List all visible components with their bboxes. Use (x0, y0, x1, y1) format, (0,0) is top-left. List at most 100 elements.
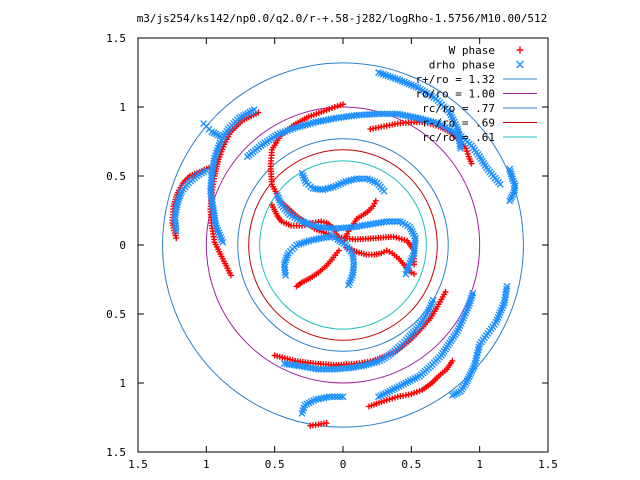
drho-phase-point (391, 218, 399, 226)
drho-phase-point (339, 393, 347, 401)
drho-phase-point (208, 171, 216, 179)
y-tick-label: 0.5 (106, 170, 126, 183)
w-phase-point (329, 105, 336, 112)
legend-label: r+/ro = 1.32 (416, 73, 495, 86)
w-phase-point (293, 283, 300, 290)
drho-phase-point (402, 270, 410, 278)
drho-phase-point (336, 365, 344, 373)
w-phase-point (386, 396, 393, 403)
x-tick-label: 1 (203, 458, 210, 471)
legend-marker-sample (516, 60, 524, 69)
x-tick-label: 0 (340, 458, 347, 471)
drho-phase-point (171, 211, 179, 219)
w-phase-point (268, 201, 275, 208)
w-phase-point (326, 106, 333, 113)
drho-phase-point (361, 175, 369, 183)
x-tick-label: 0.5 (401, 458, 421, 471)
x-tick-label: 1.5 (538, 458, 558, 471)
drho-phase-point (429, 296, 437, 304)
drho-phase-point (506, 197, 514, 205)
drho-phase-point (469, 289, 477, 297)
w-phase-point (337, 102, 344, 109)
y-tick-label: 0 (119, 239, 126, 252)
data-points (169, 69, 519, 429)
drho-phase-point (207, 184, 215, 192)
w-phase-point (408, 391, 415, 398)
drho-phase-point (328, 393, 336, 401)
drho-phase-point (510, 186, 518, 194)
drho-phase-point (327, 230, 335, 238)
drho-phase-point (373, 110, 381, 118)
drho-phase-point (410, 247, 418, 255)
w-phase-point (416, 387, 423, 394)
drho-phase-point (376, 110, 384, 118)
drho-phase-point (207, 176, 215, 184)
drho-phase-point (207, 182, 215, 190)
y-tick-label: 1 (119, 101, 126, 114)
drho-phase-point (360, 362, 368, 370)
drho-phase-point (331, 393, 339, 401)
w-phase-point (396, 235, 403, 242)
w-phase-point (372, 197, 379, 204)
reference-circle (248, 149, 438, 341)
drho-phase-point (200, 120, 208, 128)
w-phase-point (449, 357, 456, 364)
drho-phase-point (212, 219, 220, 227)
drho-phase-point (331, 365, 339, 373)
x-tick-label: 1 (476, 458, 483, 471)
drho-phase-point (457, 144, 465, 152)
w-phase-point (411, 261, 418, 268)
y-tick-label: 0.5 (106, 308, 126, 321)
drho-phase-point (503, 282, 511, 290)
drho-phase-point (334, 393, 342, 401)
axis-ticks: 1.5 1 0.5 0 0.5 1 1.51.510.500.511.5 (106, 32, 558, 471)
drho-phase-point (456, 142, 464, 150)
w-phase-point (173, 235, 180, 242)
drho-phase-point (314, 365, 322, 373)
legend-label: drho phase (429, 59, 495, 72)
y-tick-label: 1.5 (106, 446, 126, 459)
w-phase-point (340, 101, 346, 108)
drho-phase-point (378, 110, 386, 118)
drho-phase-point (328, 365, 336, 373)
y-tick-label: 1.5 (106, 32, 126, 45)
drho-phase-point (394, 218, 402, 226)
w-phase-point (463, 145, 469, 152)
drho-phase-point (330, 224, 338, 232)
reference-circle (259, 160, 427, 330)
w-phase-point (442, 288, 449, 295)
legend-label: r-/ro = .69 (422, 117, 495, 130)
drho-phase-point (383, 218, 391, 226)
drho-phase-point (386, 110, 394, 118)
w-phase-point (411, 390, 418, 397)
drho-phase-point (207, 179, 215, 187)
drho-phase-point (334, 365, 342, 373)
w-phase-point (464, 150, 471, 157)
w-phase-point (227, 272, 234, 279)
drho-phase-point (355, 175, 363, 183)
w-phase-point (411, 270, 418, 277)
legend-label: rc/ro = .61 (422, 131, 495, 144)
reference-circle (237, 138, 449, 352)
legend-label: W phase (449, 44, 495, 57)
drho-phase-point (298, 409, 306, 417)
w-phase-point (323, 107, 330, 114)
legend-marker-sample (516, 46, 524, 54)
x-tick-label: 1.5 (128, 458, 148, 471)
drho-phase-point (336, 393, 344, 401)
w-phase-point (334, 103, 341, 110)
reference-circle (162, 62, 524, 428)
w-phase-point (307, 422, 314, 429)
drho-phase-point (320, 365, 328, 373)
w-phase-point (401, 237, 408, 244)
w-phase-point (391, 394, 398, 401)
legend-label: ro/ro = 1.00 (416, 88, 495, 101)
drho-phase-point (383, 110, 391, 118)
w-phase-point (413, 388, 420, 395)
w-phase-point (468, 160, 475, 167)
drho-phase-point (317, 365, 325, 373)
drho-phase-point (339, 365, 347, 373)
drho-phase-point (385, 218, 393, 226)
